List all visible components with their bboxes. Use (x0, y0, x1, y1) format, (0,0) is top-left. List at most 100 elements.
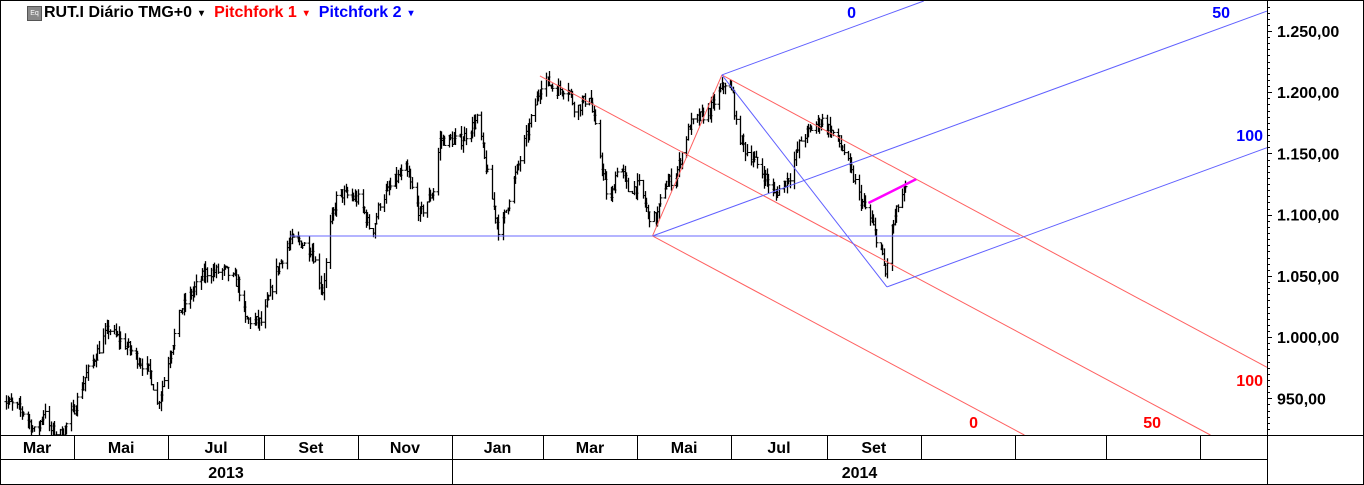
ohlc-bar (194, 274, 199, 296)
ohlc-bar (820, 113, 825, 127)
pitchfork1-dropdown-icon[interactable]: ▾ (303, 7, 309, 19)
symbol-dropdown-icon[interactable]: ▾ (199, 7, 205, 19)
highlight-trendline[interactable] (867, 178, 917, 205)
drawing-tools[interactable] (290, 0, 1268, 436)
ohlc-bar (637, 174, 642, 186)
pitchfork2-line-50[interactable] (652, 10, 1268, 237)
ohlc-bar (334, 191, 339, 217)
y-tick-label: 1.150,00 (1277, 146, 1339, 163)
year-label: 2014 (842, 465, 878, 482)
ohlc-bar (151, 383, 156, 391)
ohlc-bar (129, 345, 134, 356)
ohlc-bar (226, 266, 231, 282)
symbol-label[interactable]: RUT.I Diário TMG+0 (44, 4, 193, 21)
month-label: Jul (204, 440, 227, 457)
ohlc-bar (863, 195, 868, 210)
ohlc-bar (874, 228, 879, 248)
ohlc-bar (118, 331, 123, 350)
ohlc-bar (280, 260, 285, 269)
pitchfork1-line-50[interactable] (539, 75, 1211, 436)
ohlc-bar (399, 164, 404, 181)
month-label: Mai (671, 440, 698, 457)
pitchfork2-label[interactable]: Pitchfork 2 (318, 4, 402, 21)
ohlc-bar (378, 203, 383, 211)
ohlc-bar (572, 101, 577, 118)
ohlc-bar (259, 311, 264, 326)
ohlc-bar (842, 143, 847, 156)
ohlc-bar (205, 267, 210, 283)
month-label: Set (298, 440, 324, 457)
y-tick-label: 1.050,00 (1277, 269, 1339, 286)
pitchfork2-line-0[interactable] (721, 0, 924, 76)
ohlc-bar (626, 177, 631, 193)
ohlc-bar (172, 328, 177, 350)
month-label: Nov (390, 440, 420, 457)
ohlc-bar (21, 411, 26, 417)
pitchfork2-level-100-label: 100 (1236, 128, 1263, 145)
month-label: Jan (484, 440, 512, 457)
ohlc-bar (669, 168, 674, 191)
pitchfork2-level-0-label: 0 (847, 5, 856, 22)
ohlc-bar (431, 188, 436, 201)
y-tick-label: 1.200,00 (1277, 85, 1339, 102)
ohlc-bar (453, 128, 458, 146)
ohlc-bar (177, 309, 182, 338)
ohlc-bar (734, 110, 739, 125)
ohlc-bar (345, 186, 350, 199)
pitchfork1-label[interactable]: Pitchfork 1 (214, 4, 297, 21)
chart-legend: Eq RUT.I Diário TMG+0 ▾ Pitchfork 1 ▾ Pi… (27, 4, 424, 22)
pitchfork1-level-0-label: 0 (969, 415, 978, 432)
ohlc-bar (10, 397, 15, 411)
ohlc-bar (237, 276, 242, 302)
ohlc-bar (86, 364, 91, 381)
ohlc-bar (485, 164, 490, 173)
y-tick-label: 1.000,00 (1277, 330, 1339, 347)
ohlc-bar (658, 194, 663, 207)
ohlc-bar (507, 199, 512, 212)
y-tick-label: 1.100,00 (1277, 208, 1339, 225)
ohlc-bar (539, 80, 544, 100)
pitchfork2-line-100[interactable] (886, 147, 1268, 288)
ohlc-bar (108, 329, 113, 336)
month-label: Mai (108, 440, 135, 457)
month-label: Jul (767, 440, 790, 457)
ohlc-bar (270, 284, 275, 300)
ohlc-bar (701, 107, 706, 124)
pitchfork1-line-100[interactable] (721, 74, 1268, 368)
ohlc-bar (410, 177, 415, 190)
ohlc-bar (64, 422, 69, 435)
ohlc-bar (593, 109, 598, 125)
ohlc-bar (324, 258, 329, 289)
year-label: 2013 (208, 465, 244, 482)
pitchfork2-handle-line[interactable] (721, 74, 888, 288)
pitchfork2-level-50-label: 50 (1212, 5, 1230, 22)
ohlc-bar (32, 426, 37, 432)
ohlc-bar (604, 171, 609, 200)
ohlc-bar (518, 155, 523, 172)
ohlc-bar (140, 358, 145, 376)
pitchfork1-handle-line[interactable] (652, 74, 723, 237)
ohlc-bar (388, 177, 393, 191)
ohlc-bar (367, 214, 372, 230)
ohlc-bar (809, 125, 814, 131)
price-bars (4, 71, 908, 436)
ohlc-bar (464, 128, 469, 146)
ohlc-bar (745, 144, 750, 157)
month-label: Set (861, 440, 887, 457)
pitchfork1-level-100-label: 100 (1236, 373, 1263, 390)
ohlc-bar (75, 392, 80, 417)
ohlc-bar (723, 82, 728, 95)
ohlc-bar (442, 135, 447, 146)
ohlc-bar (313, 256, 318, 263)
ohlc-bar (162, 377, 167, 388)
ohlc-bar (691, 118, 696, 125)
ohlc-bar (248, 317, 253, 330)
ohlc-bar (712, 94, 717, 111)
pitchfork2-dropdown-icon[interactable]: ▾ (408, 7, 414, 19)
ohlc-bar (853, 174, 858, 185)
ohlc-bar (550, 83, 555, 92)
pitchfork1-line-0[interactable] (652, 235, 1025, 436)
